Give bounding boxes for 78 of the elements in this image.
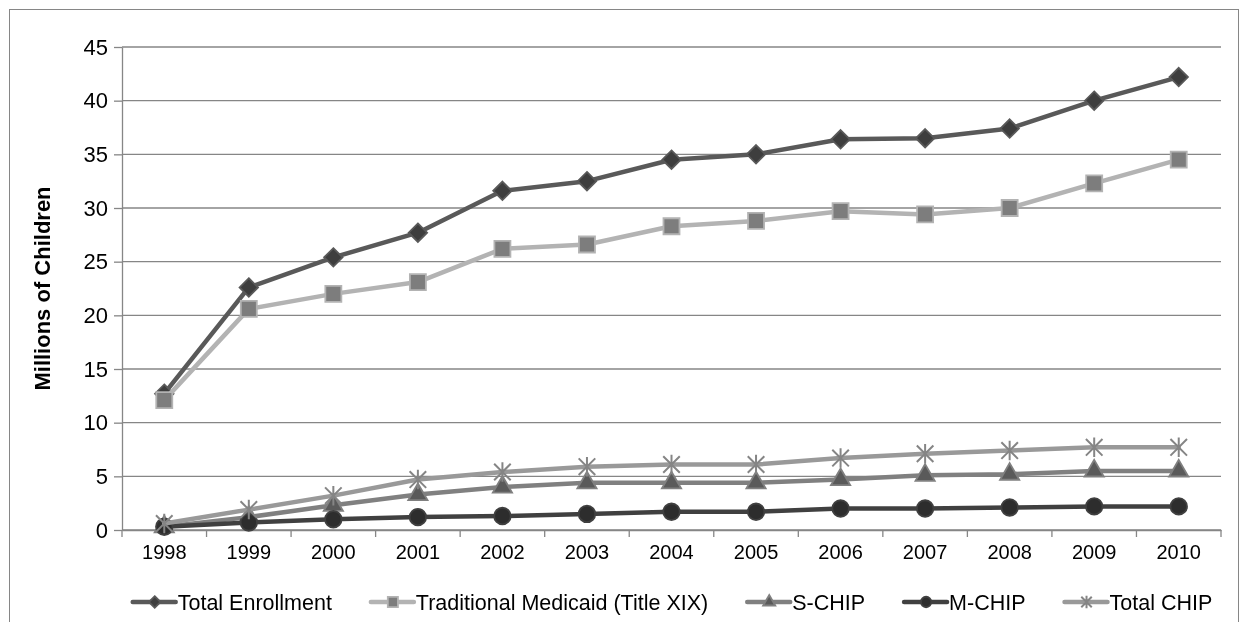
legend-label: Total CHIP [1109,590,1213,615]
x-tick-label: 2003 [564,541,610,564]
point [661,149,682,170]
legend-label: M-CHIP [949,590,1026,615]
point [407,222,428,243]
point [324,484,343,507]
point [578,235,596,254]
point [323,247,344,268]
point [831,202,850,221]
legend-label: Traditional Medicaid (Title XIX) [415,590,709,615]
point [324,284,343,303]
x-tick-label: 2009 [1071,541,1117,564]
point [1085,174,1104,193]
x-tick-label: 1999 [226,541,272,564]
y-axis-title: Millions of Children [30,186,55,391]
point [1169,150,1188,169]
point [916,205,935,224]
x-tick-label: 2010 [1156,541,1201,564]
point [746,453,766,476]
x-tick-label: 2004 [649,541,694,564]
y-tick-label: 45 [83,34,108,60]
legend-label: S-CHIP [792,590,866,615]
x-tick-label: 1998 [142,541,187,564]
point [238,277,259,298]
y-tick-label: 30 [83,195,108,221]
y-tick-label: 40 [83,88,108,114]
point [915,443,935,465]
point [239,513,258,532]
point [1000,199,1019,217]
point [408,507,428,527]
point [493,239,512,258]
point [576,171,598,192]
point [239,498,259,521]
x-tick-label: 2000 [311,541,356,564]
x-tick-label: 2007 [902,541,948,564]
point [577,504,597,524]
point [239,299,258,318]
point [662,217,681,236]
x-tick-label: 2002 [480,541,525,564]
point [662,453,681,476]
point [577,455,597,478]
point [747,211,765,230]
point [493,506,512,526]
point [1000,498,1019,517]
x-tick-label: 2001 [395,541,441,564]
legend-label: Total Enrollment [177,590,332,615]
point [493,461,512,483]
point [746,502,766,521]
y-tick-label: 25 [83,249,108,275]
point [155,391,174,410]
point [1168,66,1189,88]
x-tick-label: 2005 [733,541,779,564]
point [408,273,427,291]
y-tick-label: 0 [95,517,108,543]
point [662,502,681,521]
y-tick-label: 15 [83,356,108,382]
y-tick-label: 10 [83,410,108,436]
point [492,180,513,201]
x-tick-label: 2006 [818,541,863,564]
point [1169,497,1188,516]
point [915,499,935,518]
point [1085,497,1104,516]
point [408,468,428,491]
y-tick-label: 35 [83,141,108,167]
point [1169,436,1189,459]
point [1084,90,1105,111]
point [831,447,850,469]
point [324,510,343,529]
x-tick-label: 2008 [987,541,1032,564]
point [745,144,767,165]
point [1000,439,1019,462]
point [915,128,936,149]
point [999,118,1020,139]
point [1084,436,1104,459]
y-tick-label: 5 [95,463,108,489]
point [830,129,851,150]
point [831,499,850,518]
y-tick-label: 20 [83,302,108,328]
